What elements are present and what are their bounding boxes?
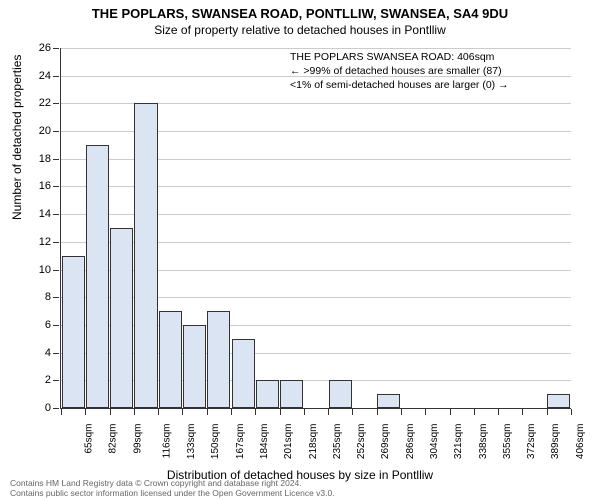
histogram-bar [256,380,279,408]
histogram-bar [207,311,230,408]
x-tick-label: 184sqm [259,424,270,460]
x-tick [571,409,572,415]
footer-attribution: Contains HM Land Registry data © Crown c… [10,478,335,498]
y-tick [53,242,59,243]
y-tick-label: 24 [31,70,51,82]
x-tick [522,409,523,415]
y-axis-label: Number of detached properties [10,55,24,220]
x-tick [207,409,208,415]
histogram-bar [377,394,400,408]
chart-subtitle: Size of property relative to detached ho… [0,23,600,37]
x-tick-label: 406sqm [575,424,586,460]
x-tick-label: 304sqm [429,424,440,460]
x-tick-label: 65sqm [84,424,95,454]
y-tick [53,408,59,409]
histogram-bar [329,380,352,408]
x-tick [474,409,475,415]
y-tick [53,353,59,354]
y-tick [53,103,59,104]
y-tick-label: 22 [31,97,51,109]
x-tick-label: 321sqm [453,424,464,460]
y-tick [53,131,59,132]
y-tick-label: 12 [31,236,51,248]
y-tick-label: 6 [31,319,51,331]
x-tick-label: 355sqm [502,424,513,460]
grid-line [61,48,571,49]
x-tick [280,409,281,415]
x-tick-label: 338sqm [478,424,489,460]
histogram-bar [280,380,303,408]
annotation-line2: ← >99% of detached houses are smaller (8… [290,64,509,78]
histogram-bar [110,228,133,408]
annotation-box: THE POPLARS SWANSEA ROAD: 406sqm ← >99% … [290,50,509,93]
x-tick [425,409,426,415]
x-tick-label: 82sqm [108,424,119,454]
y-tick [53,159,59,160]
footer-line2: Contains public sector information licen… [10,488,335,498]
histogram-bar [62,256,85,408]
y-tick [53,325,59,326]
x-tick [377,409,378,415]
x-tick-label: 252sqm [356,424,367,460]
x-tick-label: 167sqm [235,424,246,460]
y-tick [53,214,59,215]
histogram-bar [232,339,255,408]
x-tick-label: 116sqm [161,424,172,459]
y-tick [53,297,59,298]
x-tick [401,409,402,415]
y-tick-label: 4 [31,347,51,359]
y-tick-label: 20 [31,125,51,137]
histogram-bar [86,145,109,408]
x-tick [547,409,548,415]
x-tick-label: 218sqm [308,424,319,460]
chart-container: THE POPLARS, SWANSEA ROAD, PONTLLIW, SWA… [0,0,600,500]
x-tick [61,409,62,415]
x-tick [110,409,111,415]
x-tick-label: 235sqm [332,424,343,460]
x-tick-label: 133sqm [186,424,197,460]
x-tick [134,409,135,415]
plot-region: 0246810121416182022242665sqm82sqm99sqm11… [60,48,571,409]
y-tick [53,76,59,77]
y-tick-label: 26 [31,42,51,54]
x-tick [328,409,329,415]
histogram-bar [547,394,570,408]
y-tick [53,380,59,381]
y-tick-label: 2 [31,374,51,386]
histogram-bar [159,311,182,408]
x-tick [85,409,86,415]
y-tick-label: 0 [31,402,51,414]
x-tick [498,409,499,415]
y-tick [53,48,59,49]
y-tick-label: 16 [31,180,51,192]
annotation-line1: THE POPLARS SWANSEA ROAD: 406sqm [290,50,509,64]
histogram-bar [134,103,157,408]
annotation-line3: <1% of semi-detached houses are larger (… [290,78,509,92]
x-tick [352,409,353,415]
x-tick [158,409,159,415]
histogram-bar [183,325,206,408]
x-tick-label: 150sqm [211,424,222,460]
y-tick [53,270,59,271]
x-tick-label: 201sqm [283,424,294,460]
y-tick-label: 18 [31,153,51,165]
x-tick [231,409,232,415]
y-tick [53,186,59,187]
y-tick-label: 10 [31,264,51,276]
chart-area: 0246810121416182022242665sqm82sqm99sqm11… [60,48,570,408]
x-tick-label: 389sqm [551,424,562,460]
x-tick [182,409,183,415]
chart-title: THE POPLARS, SWANSEA ROAD, PONTLLIW, SWA… [0,0,600,21]
x-tick-label: 269sqm [381,424,392,460]
footer-line1: Contains HM Land Registry data © Crown c… [10,478,335,488]
x-tick-label: 286sqm [405,424,416,460]
x-tick-label: 372sqm [526,424,537,460]
x-tick [450,409,451,415]
x-tick-label: 99sqm [132,424,143,454]
y-tick-label: 14 [31,208,51,220]
x-tick [255,409,256,415]
y-tick-label: 8 [31,291,51,303]
x-tick [304,409,305,415]
